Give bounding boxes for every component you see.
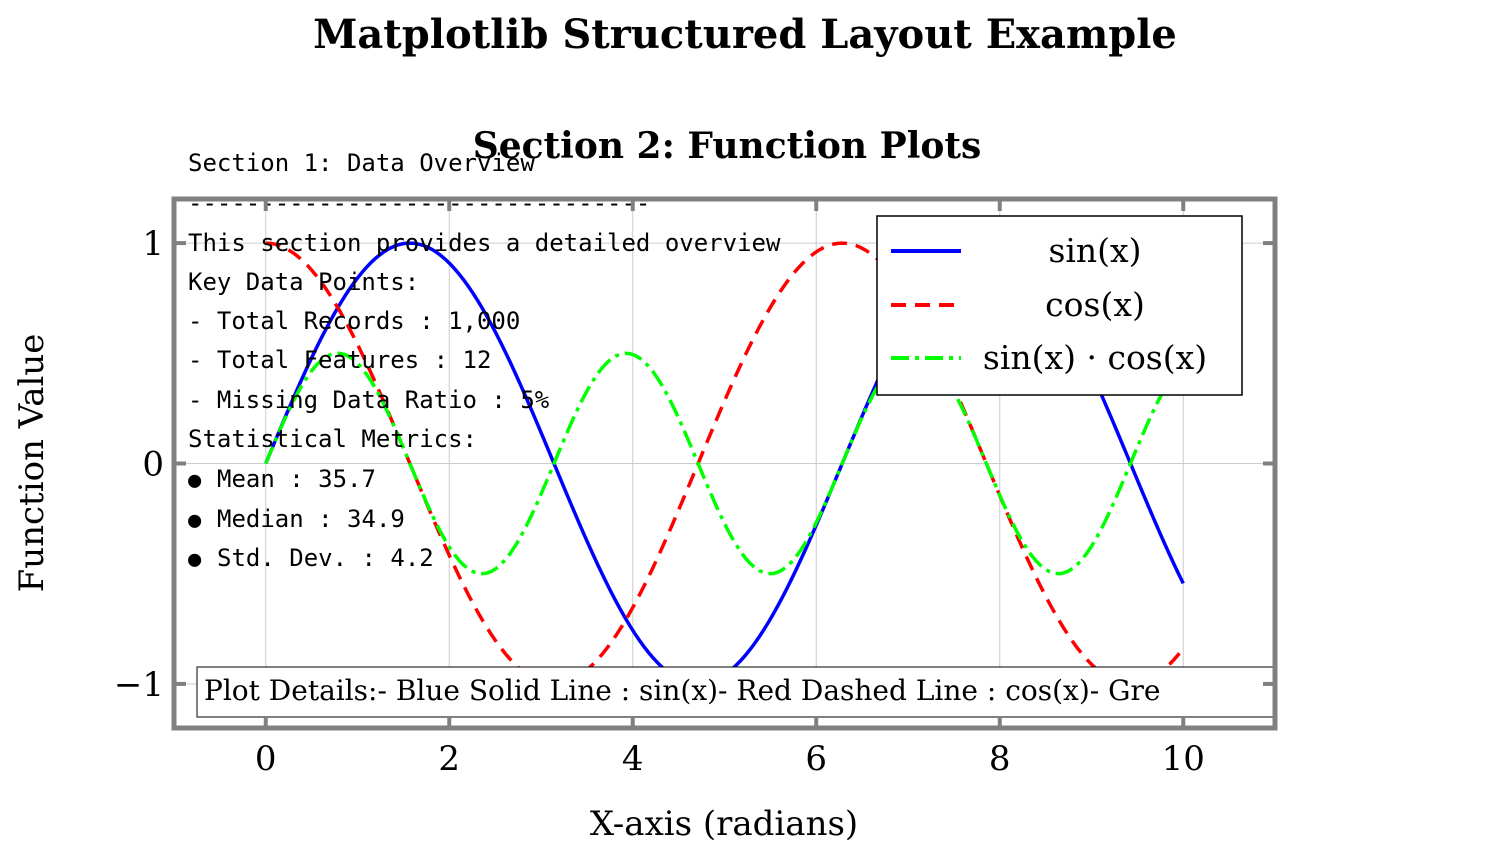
x-tick-label: 0 <box>255 739 277 779</box>
annotation-box: Plot Details:- Blue Solid Line : sin(x)-… <box>197 667 1317 717</box>
annotation-text: Plot Details:- Blue Solid Line : sin(x)-… <box>204 674 1160 707</box>
metrics-heading: Statistical Metrics: <box>188 425 477 453</box>
x-axis-label: X-axis (radians) <box>590 804 858 844</box>
bullet-icon: ● <box>188 547 202 572</box>
y-axis-label: Function Value <box>12 334 52 593</box>
x-tick-label: 4 <box>622 739 644 779</box>
y-tick-label: 1 <box>142 224 164 264</box>
bullet-icon: ● <box>188 508 202 533</box>
section1-intro: This section provides a detailed overvie… <box>188 229 781 257</box>
section1-title: Section 1: Data Overview <box>188 149 535 177</box>
x-tick-label: 6 <box>805 739 827 779</box>
legend-sincos-label: sin(x) · cos(x) <box>983 338 1207 377</box>
legend-cos-label: cos(x) <box>1045 285 1145 324</box>
bullet-icon: ● <box>188 468 202 493</box>
metric-item: Mean : 35.7 <box>217 465 376 493</box>
key-point-item: - Total Features : 12 <box>188 346 491 374</box>
y-tick-label: 0 <box>142 445 164 485</box>
x-tick-label: 2 <box>438 739 460 779</box>
x-tick-label: 8 <box>989 739 1011 779</box>
metric-item: Median : 34.9 <box>217 505 405 533</box>
y-tick-label: −1 <box>114 665 164 705</box>
key-points-heading: Key Data Points: <box>188 268 419 296</box>
key-point-item: - Missing Data Ratio : 5% <box>188 386 550 414</box>
key-point-item: - Total Records : 1,000 <box>188 307 520 335</box>
legend: sin(x) cos(x) sin(x) · cos(x) <box>877 216 1242 395</box>
section1-divider: -------------------------------- <box>188 189 650 217</box>
section1-text-block: Section 1: Data Overview ---------------… <box>188 149 781 572</box>
figure-suptitle: Matplotlib Structured Layout Example <box>313 11 1177 58</box>
axes-title: Section 2: Function Plots <box>473 125 982 167</box>
x-tick-label: 10 <box>1162 739 1205 779</box>
legend-sin-label: sin(x) <box>1048 231 1141 270</box>
metric-item: Std. Dev. : 4.2 <box>217 544 434 572</box>
